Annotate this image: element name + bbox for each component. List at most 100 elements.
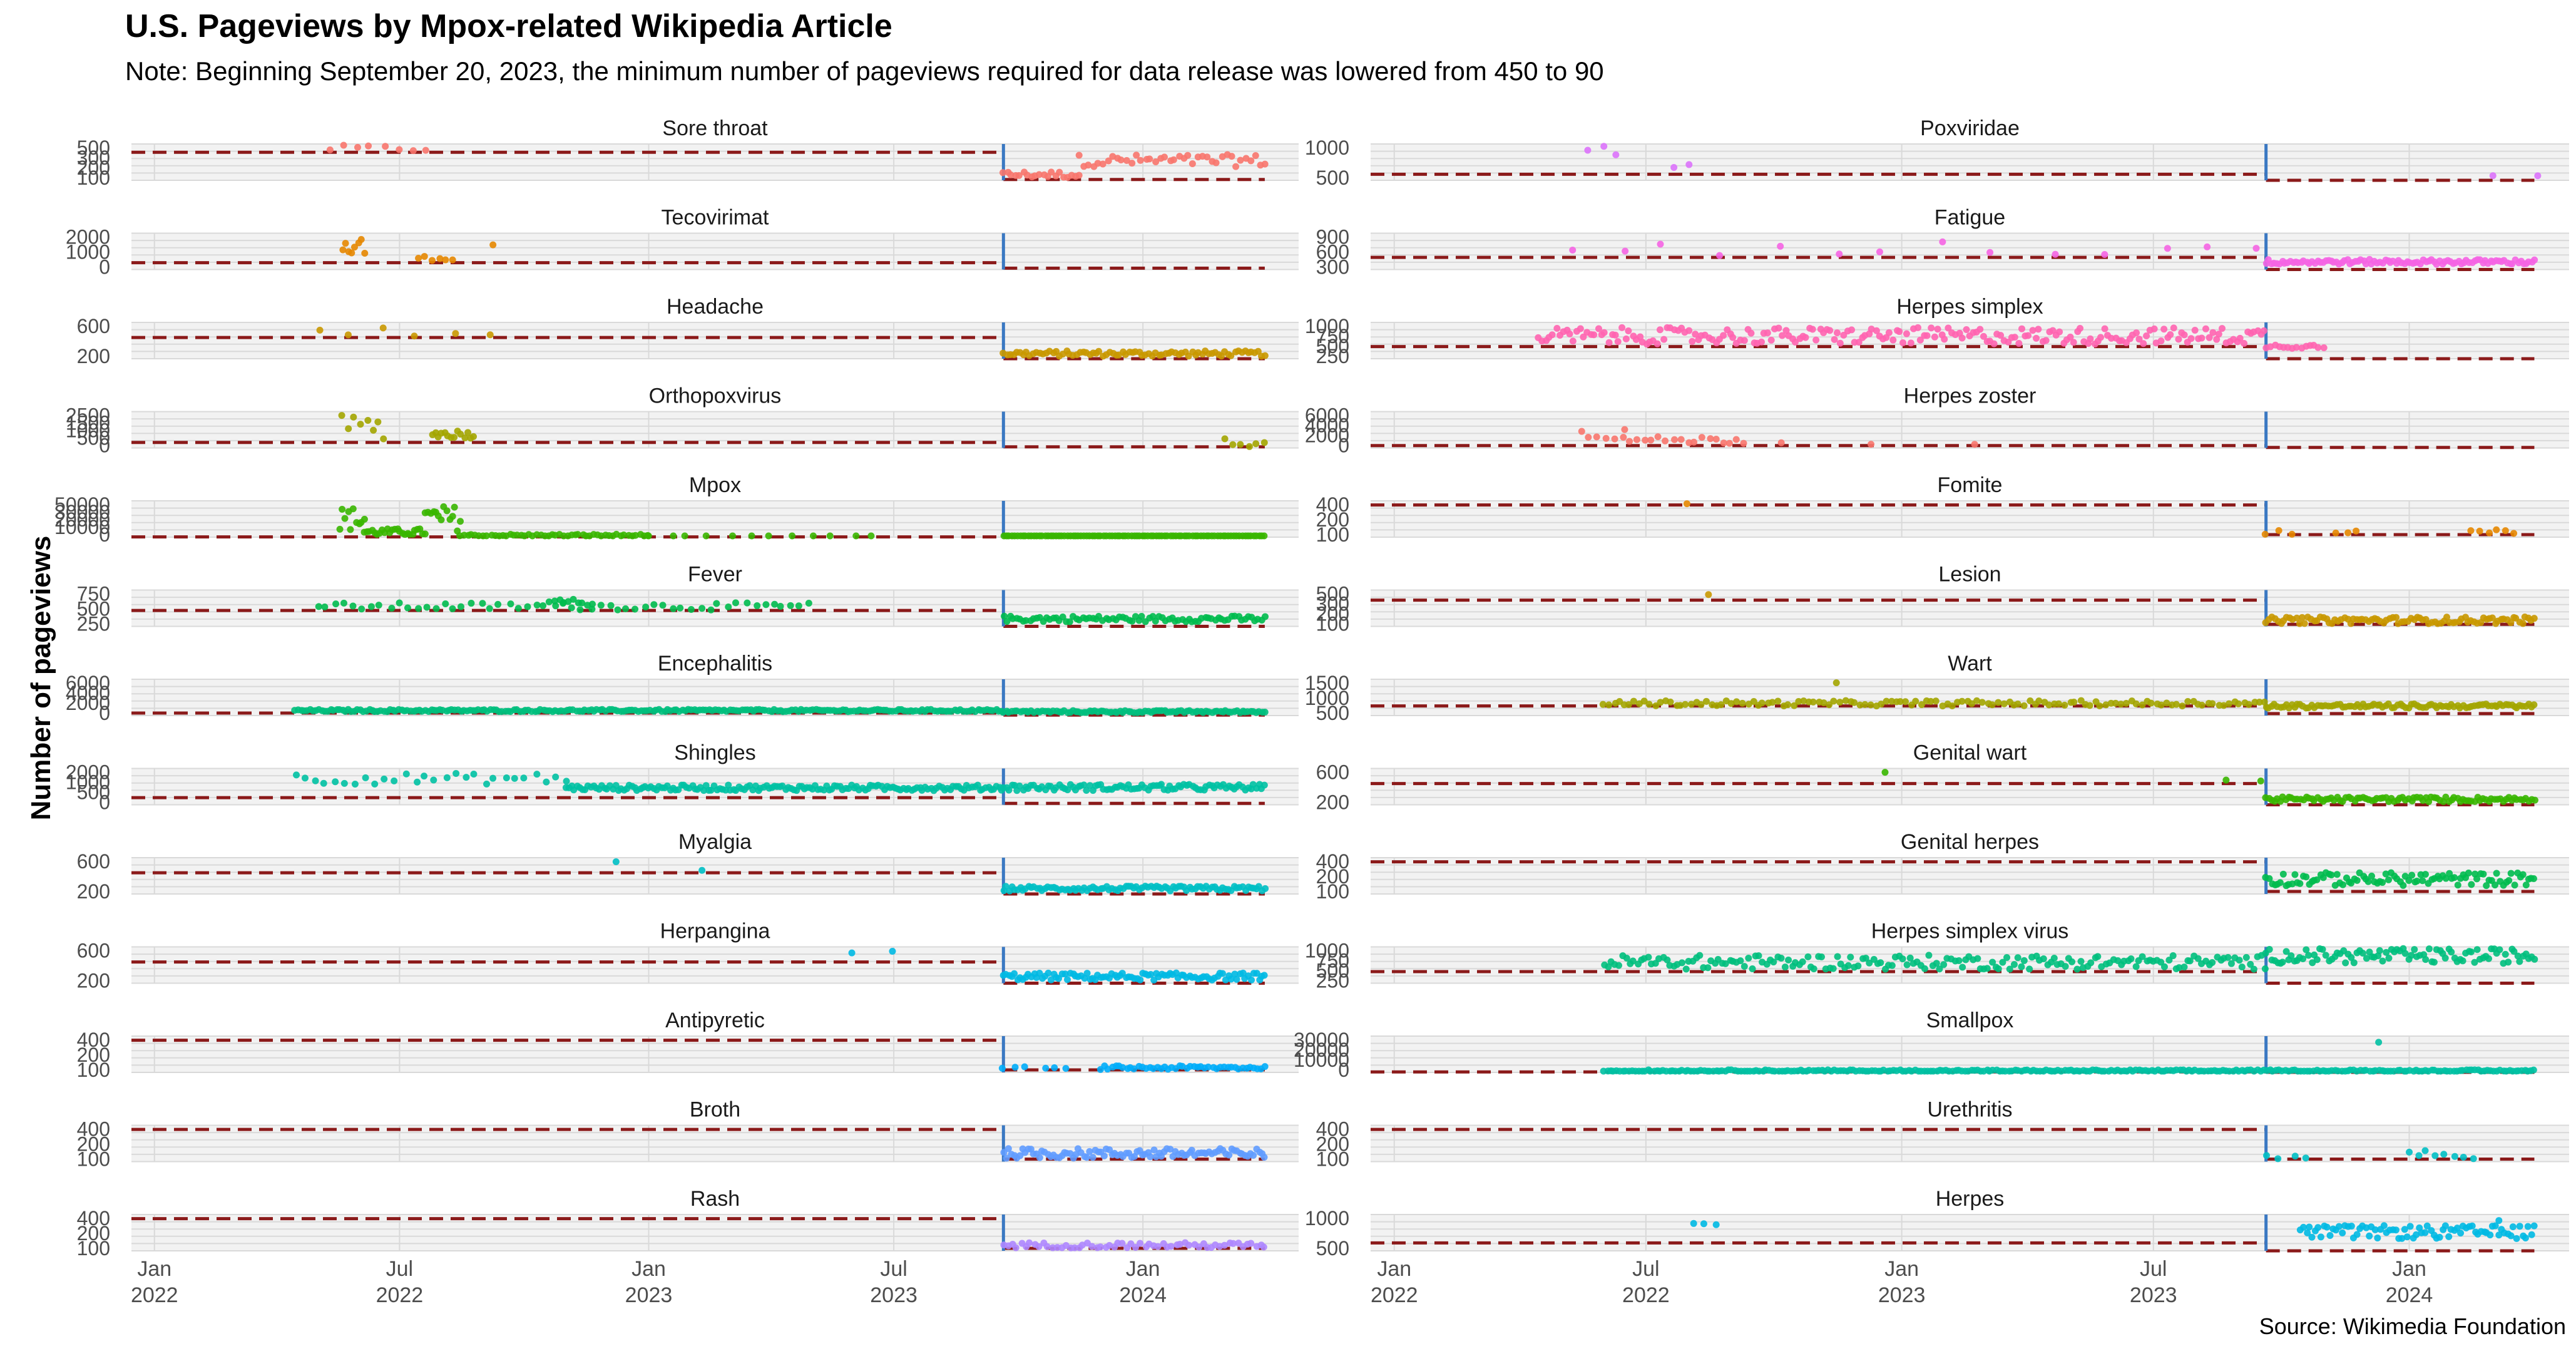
data-point <box>2314 1224 2322 1231</box>
data-point <box>2344 529 2352 537</box>
data-point <box>336 525 344 533</box>
data-point <box>1781 963 1789 971</box>
data-point <box>2236 957 2243 964</box>
data-point <box>2143 332 2150 339</box>
data-point <box>2000 700 2008 707</box>
y-tick-label: 4000 <box>66 682 110 704</box>
panel-genital-wart: Genital wart 600 200 <box>1316 741 2569 814</box>
data-point <box>732 599 739 607</box>
y-tick-label: 400 <box>77 1118 110 1141</box>
data-point <box>2014 700 2021 707</box>
data-point <box>1001 612 1008 620</box>
data-point <box>1600 329 1608 336</box>
y-tick-label: 4000 <box>1305 414 1349 437</box>
data-point <box>2473 875 2481 883</box>
data-point <box>588 605 596 613</box>
panel-poxviridae: Poxviridae 1000 500 <box>1305 116 2569 189</box>
data-point <box>631 605 639 613</box>
data-point <box>349 602 357 610</box>
data-point <box>2122 699 2130 707</box>
data-point <box>2033 334 2040 342</box>
data-point <box>1080 781 1088 789</box>
data-point <box>2489 172 2497 180</box>
x-tick-label: Jul <box>880 1257 907 1281</box>
panel-title: Tecovirimat <box>662 206 769 230</box>
data-point <box>1605 963 1612 970</box>
data-point <box>1612 331 1619 339</box>
data-point <box>1662 437 1669 444</box>
data-point <box>494 600 502 608</box>
data-point <box>1664 956 1671 963</box>
data-point <box>2026 965 2033 973</box>
x-tick-label: Jan <box>1126 1257 1160 1281</box>
data-point <box>2261 530 2269 538</box>
data-point <box>1262 885 1269 892</box>
data-point <box>2353 876 2361 884</box>
data-point <box>2299 955 2307 962</box>
data-point <box>2209 959 2216 967</box>
data-point <box>1804 953 1812 960</box>
data-point <box>1933 960 1940 967</box>
data-point <box>1747 329 1755 337</box>
data-point <box>1083 1154 1090 1161</box>
data-point <box>2457 1230 2465 1237</box>
data-point <box>332 778 339 786</box>
data-point <box>2430 958 2438 966</box>
data-point <box>2411 946 2418 953</box>
data-point <box>503 774 510 782</box>
y-tick-label: 1000 <box>1305 940 1349 962</box>
data-point <box>2015 340 2023 347</box>
panel-title: Antipyretic <box>665 1009 765 1032</box>
data-point <box>826 532 834 540</box>
data-point <box>2531 955 2538 963</box>
data-point <box>614 606 621 614</box>
data-point <box>1051 1064 1058 1072</box>
data-point <box>2326 1231 2334 1239</box>
data-point <box>2353 1231 2361 1238</box>
data-point <box>2204 243 2211 250</box>
data-point <box>1056 168 1063 176</box>
data-point <box>1820 699 1827 707</box>
data-point <box>1645 701 1653 708</box>
y-tick-label: 500 <box>77 781 110 804</box>
data-point <box>2086 702 2093 709</box>
data-point <box>1833 329 1841 337</box>
data-point <box>1261 709 1269 716</box>
data-point <box>1167 1243 1175 1250</box>
data-point <box>2383 948 2390 956</box>
data-point <box>340 779 348 787</box>
data-point <box>1167 1146 1174 1153</box>
data-point <box>1810 965 1817 973</box>
data-point <box>725 604 732 611</box>
data-point <box>1094 160 1101 167</box>
data-point <box>2094 953 2102 960</box>
data-point <box>2363 955 2370 962</box>
data-point <box>2027 697 2034 705</box>
data-point <box>1064 976 1071 984</box>
data-point <box>486 605 493 612</box>
panel-title: Poxviridae <box>1920 116 2020 140</box>
y-tick-label: 0 <box>99 434 110 457</box>
data-point <box>1861 701 1869 708</box>
data-point <box>645 532 652 540</box>
data-point <box>1621 426 1628 433</box>
data-point <box>1988 701 1996 709</box>
data-point <box>2471 958 2478 966</box>
data-point <box>2313 876 2321 883</box>
data-point <box>2379 879 2386 886</box>
data-point <box>358 605 365 613</box>
data-point <box>1212 159 1220 167</box>
data-point <box>1940 961 1948 968</box>
data-point <box>2266 946 2273 953</box>
data-point <box>2335 1223 2343 1230</box>
data-point <box>2406 1223 2414 1230</box>
data-point <box>2510 530 2518 537</box>
data-point <box>2493 870 2500 877</box>
data-point <box>2062 963 2069 970</box>
data-point <box>1653 340 1661 347</box>
data-point <box>1161 153 1168 161</box>
data-point <box>612 858 620 865</box>
data-point <box>1184 152 1192 159</box>
